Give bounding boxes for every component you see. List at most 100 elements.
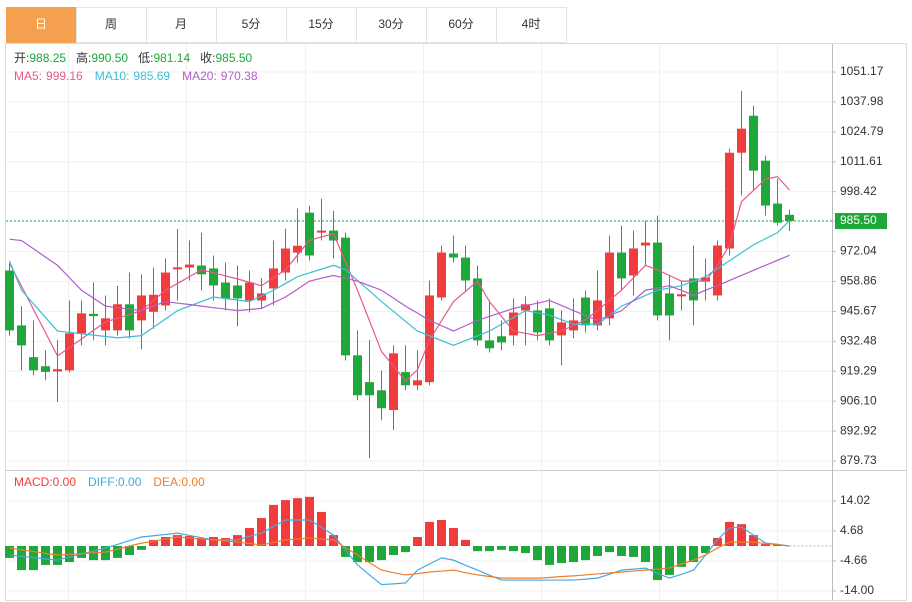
- tab-label[interactable]: 日: [35, 17, 47, 31]
- macd-bar: [413, 537, 422, 547]
- candle-body: [365, 382, 374, 396]
- candle-body: [509, 312, 518, 336]
- macd-bar: [557, 546, 566, 564]
- macd-bar: [617, 546, 626, 556]
- candle-body: [53, 369, 62, 372]
- legend-text: MA10:: [95, 69, 130, 83]
- y-tick-label: 972.04: [840, 244, 877, 258]
- legend-text: 999.16: [46, 69, 83, 83]
- legend-text: 985.69: [133, 69, 170, 83]
- ma-line: [8, 176, 790, 382]
- candle-body: [605, 252, 614, 319]
- legend-text: 0.00: [53, 475, 77, 489]
- candle-body: [233, 285, 242, 299]
- tab[interactable]: 月: [146, 7, 217, 43]
- tab-bg[interactable]: [216, 7, 287, 43]
- macd-bar: [209, 537, 218, 547]
- candle-body: [653, 242, 662, 316]
- macd-bar: [593, 546, 602, 556]
- legend-text: 0.00: [181, 475, 205, 489]
- tab-label[interactable]: 30分: [378, 17, 403, 31]
- legend-text: MA5:: [14, 69, 42, 83]
- candle-body: [581, 297, 590, 326]
- macd-bar: [17, 546, 26, 571]
- legend-text: 990.50: [91, 51, 128, 65]
- tab-label[interactable]: 5分: [242, 17, 261, 31]
- legend-text: 970.38: [221, 69, 258, 83]
- y-tick-label: 892.92: [840, 423, 877, 437]
- macd-bar: [761, 544, 770, 547]
- y-tick-label: 919.29: [840, 363, 877, 377]
- tab-label[interactable]: 周: [105, 17, 117, 31]
- y-tick-label: -4.66: [840, 553, 868, 567]
- candle-body: [221, 282, 230, 299]
- tab[interactable]: 5分: [216, 7, 287, 43]
- macd-bar: [269, 504, 278, 547]
- macd-bar: [125, 546, 134, 555]
- macd-bar: [353, 546, 362, 563]
- candle-body: [305, 212, 314, 256]
- candle-body: [497, 336, 506, 343]
- macd-bar: [713, 537, 722, 547]
- candle-body: [329, 230, 338, 241]
- macd-bar: [497, 546, 506, 550]
- tab-bg[interactable]: [426, 7, 497, 43]
- candle-body: [629, 248, 638, 276]
- macd-bar: [173, 535, 182, 547]
- tab-bg[interactable]: [146, 7, 217, 43]
- macd-bar: [197, 537, 206, 547]
- candle-body: [257, 293, 266, 301]
- tab[interactable]: 日: [6, 7, 77, 43]
- y-tick-label: 879.73: [840, 453, 877, 467]
- candle-body: [209, 268, 218, 286]
- macd-bar: [77, 546, 86, 558]
- candle-body: [737, 128, 746, 153]
- candle-body: [785, 214, 794, 222]
- tab[interactable]: 60分: [426, 7, 497, 43]
- legend-text: MACD:: [14, 475, 53, 489]
- candle-body: [317, 230, 326, 233]
- tab[interactable]: 15分: [286, 7, 357, 43]
- macd-line: [9, 519, 790, 586]
- candle-body: [173, 267, 182, 270]
- tab-label[interactable]: 15分: [308, 17, 333, 31]
- candle-body: [689, 278, 698, 301]
- macd-bar: [365, 546, 374, 563]
- macd-bar: [773, 545, 782, 547]
- macd-bar: [137, 546, 146, 550]
- tab[interactable]: 周: [76, 7, 147, 43]
- candle-body: [773, 203, 782, 223]
- candle-body: [461, 257, 470, 281]
- y-tick-label: 1037.98: [840, 94, 884, 108]
- legend-text: 988.25: [29, 51, 66, 65]
- candle-body: [725, 152, 734, 249]
- tab-bg[interactable]: [76, 7, 147, 43]
- tab-bg[interactable]: [356, 7, 427, 43]
- candle-body: [521, 304, 530, 311]
- tab-label[interactable]: 4时: [522, 17, 541, 31]
- ma-line: [9, 238, 790, 332]
- y-tick-label: 932.48: [840, 333, 877, 347]
- macd-bar: [641, 546, 650, 563]
- ma-line: [8, 220, 790, 347]
- macd-bar: [425, 521, 434, 547]
- macd-bar: [581, 546, 590, 561]
- tab-bg[interactable]: [286, 7, 357, 43]
- macd-bar: [485, 546, 494, 552]
- macd-bar: [101, 546, 110, 561]
- tab-label[interactable]: 60分: [448, 17, 473, 31]
- tab-bg[interactable]: [496, 7, 567, 43]
- tab-label[interactable]: 月: [175, 17, 187, 31]
- tab[interactable]: 30分: [356, 7, 427, 43]
- candle-body: [557, 322, 566, 336]
- chart-frame: [5, 43, 907, 601]
- macd-bar: [533, 546, 542, 561]
- legend-text: 0.00: [118, 475, 142, 489]
- y-tick-label: 1051.17: [840, 64, 884, 78]
- macd-bar: [569, 546, 578, 563]
- legend-text: DEA:: [153, 475, 181, 489]
- macd-bar: [473, 546, 482, 552]
- candle-body: [89, 313, 98, 317]
- macd-bar: [689, 546, 698, 563]
- tab[interactable]: 4时: [496, 7, 567, 43]
